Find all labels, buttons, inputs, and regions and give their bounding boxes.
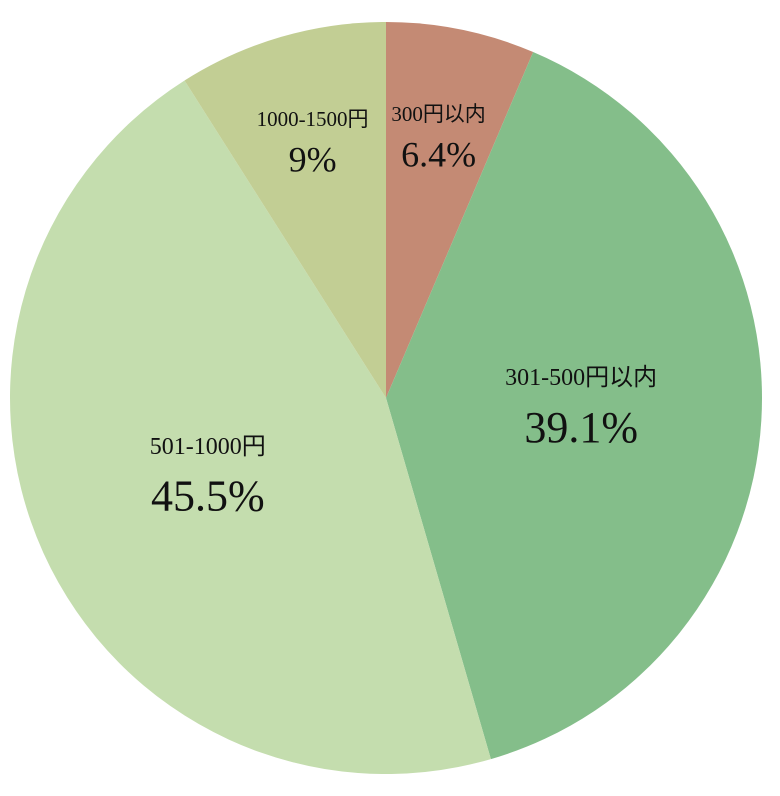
slice-category-label: 501-1000円 (150, 434, 266, 460)
pie-slice (184, 22, 386, 398)
slice-value-label: 45.5% (151, 472, 265, 521)
slice-category-label: 1000-1500円 (257, 107, 369, 131)
pie-slice (386, 22, 534, 398)
slice-category-label: 300円以内 (391, 102, 486, 126)
slice-value-label: 39.1% (524, 403, 638, 452)
slice-category-label: 301-500円以内 (505, 364, 657, 391)
pie-slice (10, 80, 491, 774)
slice-value-label: 6.4% (401, 134, 476, 174)
pie-slice (386, 51, 762, 760)
slice-value-label: 9% (289, 140, 337, 180)
